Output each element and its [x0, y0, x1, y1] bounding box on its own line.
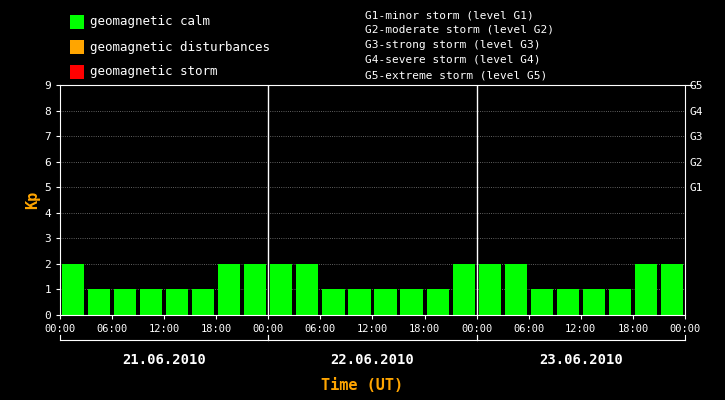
Bar [140, 290, 162, 315]
Bar [244, 264, 266, 315]
Text: 22.06.2010: 22.06.2010 [331, 353, 415, 367]
Text: G5-extreme storm (level G5): G5-extreme storm (level G5) [365, 70, 547, 80]
Bar [661, 264, 683, 315]
Bar [557, 290, 579, 315]
Bar [426, 290, 449, 315]
Bar [505, 264, 527, 315]
Text: G2-moderate storm (level G2): G2-moderate storm (level G2) [365, 25, 554, 35]
Bar [583, 290, 605, 315]
Bar [218, 264, 241, 315]
Bar [88, 290, 110, 315]
Bar [452, 264, 475, 315]
Text: geomagnetic calm: geomagnetic calm [90, 16, 210, 28]
Bar [609, 290, 631, 315]
Bar [192, 290, 215, 315]
Bar [635, 264, 657, 315]
Bar [114, 290, 136, 315]
Y-axis label: Kp: Kp [25, 191, 40, 209]
Bar [349, 290, 370, 315]
Bar [270, 264, 292, 315]
Text: 23.06.2010: 23.06.2010 [539, 353, 623, 367]
Text: geomagnetic disturbances: geomagnetic disturbances [90, 40, 270, 54]
Text: G3-strong storm (level G3): G3-strong storm (level G3) [365, 40, 541, 50]
Text: 21.06.2010: 21.06.2010 [123, 353, 206, 367]
Bar [62, 264, 84, 315]
Text: G1-minor storm (level G1): G1-minor storm (level G1) [365, 10, 534, 20]
Bar [166, 290, 188, 315]
Text: G4-severe storm (level G4): G4-severe storm (level G4) [365, 55, 541, 65]
Bar [478, 264, 501, 315]
Bar [323, 290, 344, 315]
Bar [531, 290, 553, 315]
Bar [400, 290, 423, 315]
Bar [374, 290, 397, 315]
Text: geomagnetic storm: geomagnetic storm [90, 66, 218, 78]
Text: Time (UT): Time (UT) [321, 378, 404, 393]
Bar [297, 264, 318, 315]
